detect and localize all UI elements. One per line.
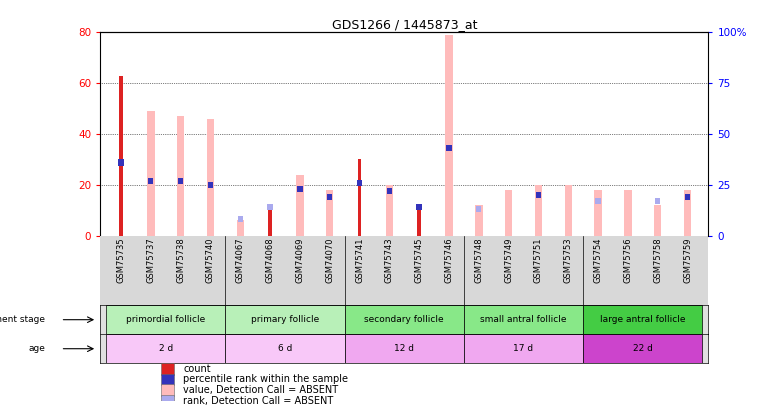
- Bar: [119, 159, 124, 166]
- Bar: [345, 334, 464, 363]
- Text: GSM75746: GSM75746: [444, 238, 454, 283]
- Text: primary follicle: primary follicle: [251, 315, 319, 324]
- Bar: [119, 76, 122, 236]
- Bar: [417, 208, 421, 236]
- Text: GSM75753: GSM75753: [564, 238, 573, 283]
- Title: GDS1266 / 1445873_at: GDS1266 / 1445873_at: [332, 18, 477, 31]
- Text: GSM75741: GSM75741: [355, 238, 364, 283]
- Bar: [268, 208, 272, 236]
- Text: GSM74067: GSM74067: [236, 238, 245, 283]
- Bar: [345, 305, 464, 334]
- Text: 17 d: 17 d: [514, 344, 534, 353]
- Bar: [178, 177, 183, 184]
- Text: secondary follicle: secondary follicle: [364, 315, 444, 324]
- Text: GSM75745: GSM75745: [415, 238, 424, 283]
- Text: development stage: development stage: [0, 315, 45, 324]
- Bar: [161, 384, 174, 396]
- Bar: [445, 35, 453, 236]
- Text: count: count: [183, 364, 211, 374]
- Text: 12 d: 12 d: [394, 344, 414, 353]
- Bar: [505, 190, 512, 236]
- Bar: [267, 204, 273, 210]
- Bar: [226, 305, 345, 334]
- Bar: [655, 198, 661, 204]
- Bar: [161, 363, 174, 375]
- Text: 6 d: 6 d: [278, 344, 292, 353]
- Text: GSM75737: GSM75737: [146, 238, 156, 284]
- Bar: [387, 188, 392, 194]
- Bar: [464, 334, 583, 363]
- Bar: [238, 216, 243, 222]
- Bar: [326, 190, 333, 236]
- Text: percentile rank within the sample: percentile rank within the sample: [183, 375, 349, 384]
- Bar: [236, 220, 244, 236]
- Bar: [226, 334, 345, 363]
- Text: GSM75756: GSM75756: [624, 238, 632, 283]
- Bar: [534, 185, 542, 236]
- Bar: [206, 119, 214, 236]
- Bar: [161, 395, 174, 405]
- Text: GSM75749: GSM75749: [504, 238, 513, 283]
- Bar: [358, 159, 361, 236]
- Text: 2 d: 2 d: [159, 344, 172, 353]
- Bar: [106, 305, 226, 334]
- Bar: [177, 116, 184, 236]
- Bar: [564, 185, 572, 236]
- Text: primordial follicle: primordial follicle: [126, 315, 206, 324]
- Bar: [583, 305, 702, 334]
- Text: value, Detection Call = ABSENT: value, Detection Call = ABSENT: [183, 385, 339, 395]
- Bar: [624, 190, 631, 236]
- Text: GSM75758: GSM75758: [653, 238, 662, 283]
- Bar: [447, 145, 452, 151]
- Text: rank, Detection Call = ABSENT: rank, Detection Call = ABSENT: [183, 396, 333, 405]
- Bar: [594, 190, 602, 236]
- Bar: [161, 374, 174, 385]
- Text: GSM75735: GSM75735: [116, 238, 126, 283]
- Text: GSM75759: GSM75759: [683, 238, 692, 283]
- Bar: [357, 179, 362, 186]
- Text: GSM75738: GSM75738: [176, 238, 185, 284]
- Bar: [536, 192, 541, 198]
- Bar: [685, 194, 690, 200]
- Text: GSM75743: GSM75743: [385, 238, 393, 283]
- Text: GSM74069: GSM74069: [296, 238, 304, 283]
- Bar: [148, 177, 153, 184]
- Bar: [417, 204, 422, 210]
- Bar: [208, 181, 213, 188]
- Text: GSM75748: GSM75748: [474, 238, 484, 283]
- Bar: [327, 194, 333, 200]
- Text: age: age: [28, 344, 45, 353]
- Bar: [475, 205, 483, 236]
- Text: 22 d: 22 d: [633, 344, 653, 353]
- Text: small antral follicle: small antral follicle: [480, 315, 567, 324]
- Text: GSM75751: GSM75751: [534, 238, 543, 283]
- Text: GSM75754: GSM75754: [594, 238, 603, 283]
- Text: large antral follicle: large antral follicle: [600, 315, 685, 324]
- Bar: [595, 198, 601, 204]
- Text: GSM74068: GSM74068: [266, 238, 275, 283]
- Bar: [654, 205, 661, 236]
- Bar: [583, 334, 702, 363]
- Bar: [684, 190, 691, 236]
- Bar: [464, 305, 583, 334]
- Bar: [106, 334, 226, 363]
- Bar: [386, 185, 393, 236]
- Text: GSM75740: GSM75740: [206, 238, 215, 283]
- Text: GSM74070: GSM74070: [325, 238, 334, 283]
- Bar: [476, 206, 481, 212]
- Bar: [147, 111, 155, 236]
- Bar: [297, 185, 303, 192]
- Bar: [296, 175, 303, 236]
